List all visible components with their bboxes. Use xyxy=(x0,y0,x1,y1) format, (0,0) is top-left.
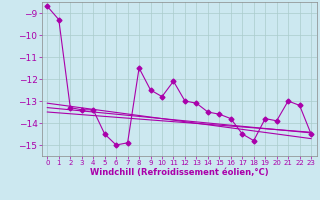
X-axis label: Windchill (Refroidissement éolien,°C): Windchill (Refroidissement éolien,°C) xyxy=(90,168,268,177)
